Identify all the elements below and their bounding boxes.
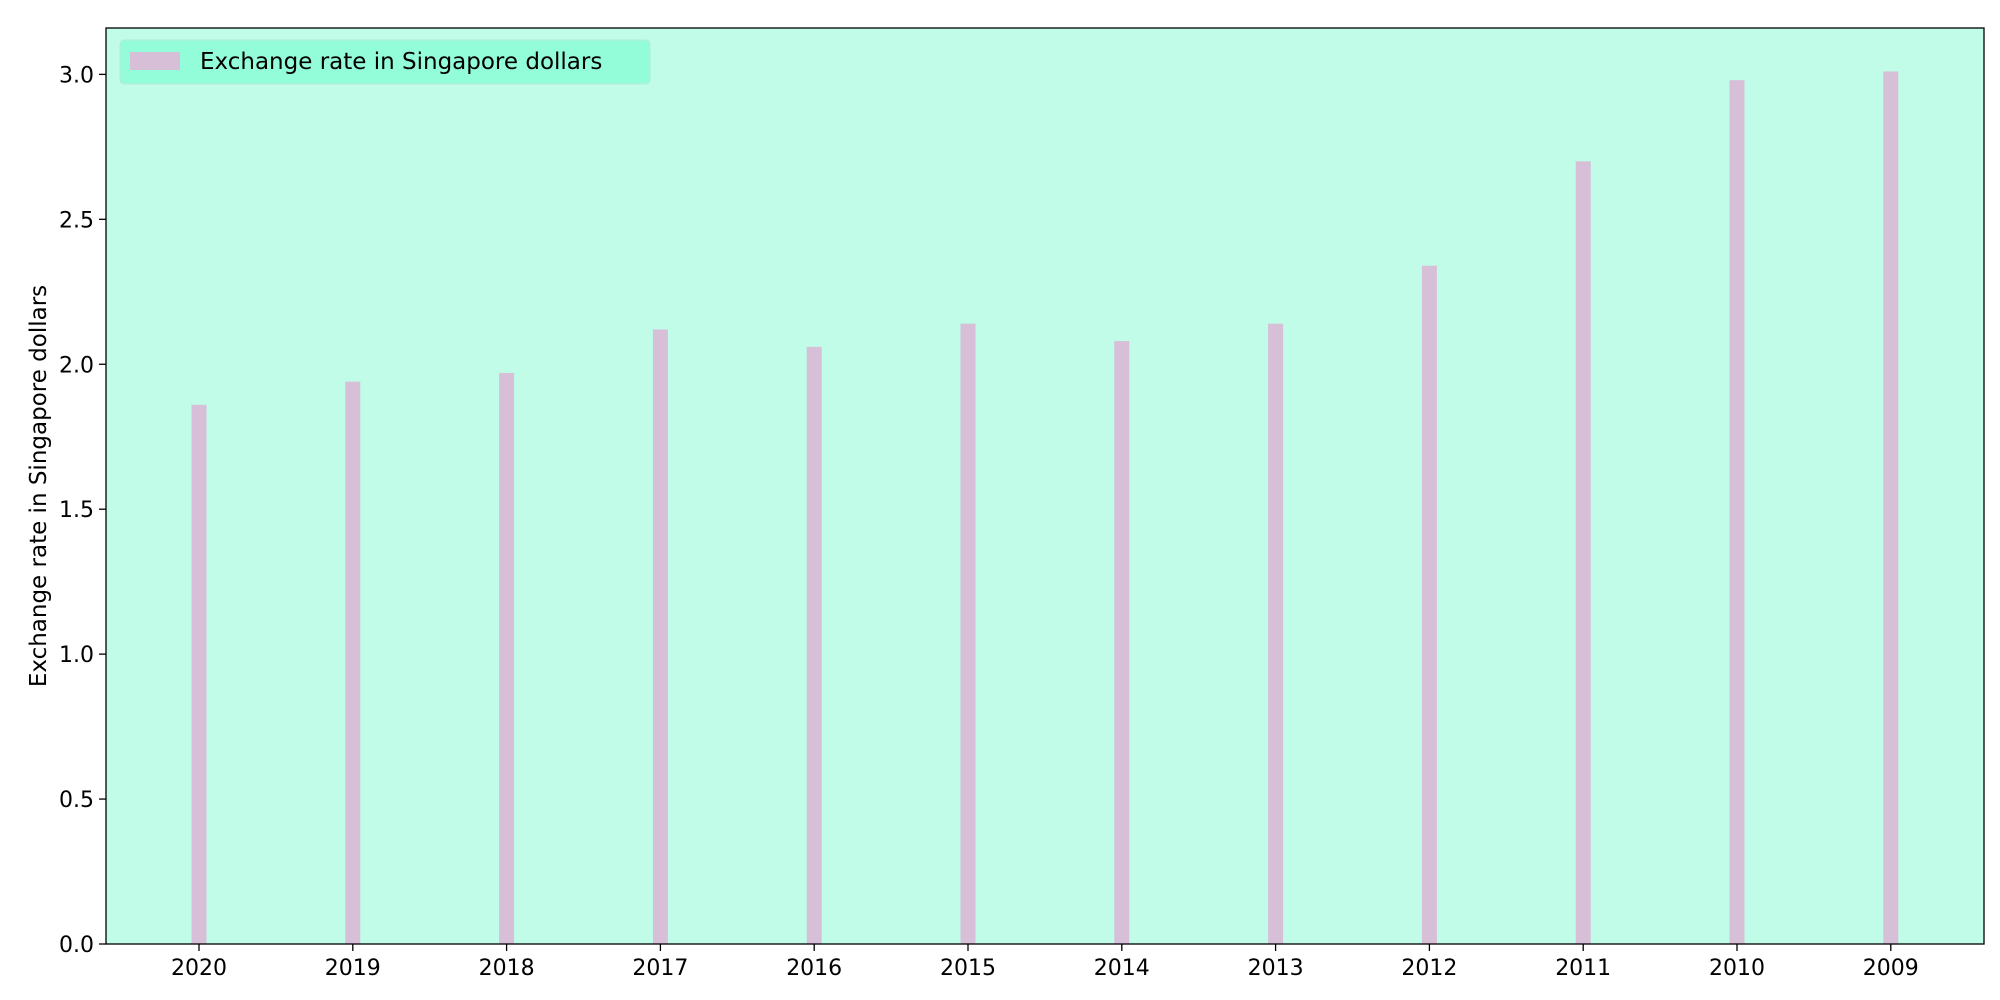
y-tick-label: 1.0 (59, 643, 94, 668)
x-tick-label: 2010 (1709, 956, 1765, 981)
x-tick-label: 2019 (325, 956, 381, 981)
bars-layer (191, 71, 1899, 945)
x-tick-label: 2015 (940, 956, 996, 981)
bar-2013 (1268, 323, 1284, 944)
axes-frame (105, 27, 1985, 945)
x-tick-label: 2018 (479, 956, 535, 981)
axes-layer: 2020 2019 2018 2017 2016 2015 2014 2013 2012 2011… (59, 27, 1985, 981)
x-tick-label: 2012 (1401, 956, 1457, 981)
y-tick-label: 3.0 (59, 63, 94, 88)
x-tick-label: 2013 (1248, 956, 1304, 981)
y-tick-label: 2.5 (59, 208, 94, 233)
bar-2020 (191, 404, 207, 944)
bar-2010 (1729, 80, 1745, 944)
legend-label: Exchange rate in Singapore dollars (200, 49, 602, 75)
legend: Exchange rate in Singapore dollars (119, 39, 651, 85)
legend-box (119, 39, 651, 85)
bar-2016 (806, 346, 822, 945)
x-tick-label: 2011 (1555, 956, 1611, 981)
y-tick-label: 2.0 (59, 353, 94, 378)
legend-swatch (130, 52, 180, 70)
x-tick-label: 2017 (632, 956, 688, 981)
x-tick-label: 2020 (171, 956, 227, 981)
x-tick-label: 2014 (1094, 956, 1150, 981)
bar-2015 (960, 323, 976, 944)
y-tick-label: 0.0 (59, 933, 94, 958)
bar-2009 (1883, 71, 1899, 944)
bar-2012 (1421, 265, 1437, 945)
bar-2019 (345, 381, 361, 944)
x-tick-label: 2016 (786, 956, 842, 981)
bar-2011 (1575, 161, 1591, 944)
y-tick-label: 1.5 (59, 498, 94, 523)
bar-2018 (499, 372, 515, 945)
x-tick-label: 2009 (1863, 956, 1919, 981)
bar-2017 (652, 329, 668, 944)
y-tick-label: 0.5 (59, 788, 94, 813)
plot-area (106, 28, 1984, 944)
y-axis-title: Exchange rate in Singapore dollars (26, 285, 52, 687)
bar-2014 (1114, 341, 1130, 944)
